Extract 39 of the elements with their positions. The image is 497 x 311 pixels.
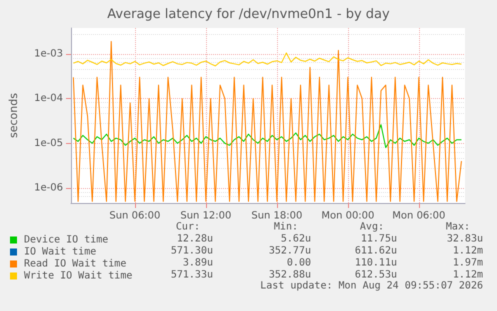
x-tick-label: Sun 18:00 — [251, 210, 302, 222]
line-series — [72, 52, 462, 66]
text: Avg: — [360, 222, 384, 232]
x-tick-label: Sun 06:00 — [109, 210, 160, 222]
text: Max: — [446, 222, 470, 232]
text: 1.12m — [452, 270, 483, 280]
x-tick-label: Mon 06:00 — [392, 210, 446, 222]
legend-label: Read IO Wait time — [24, 258, 126, 270]
text: 3.89u — [182, 258, 213, 268]
x-tick-label: Mon 00:00 — [321, 210, 374, 222]
x-tick-label: Sun 12:00 — [180, 210, 232, 222]
text: 571.30u — [170, 246, 213, 256]
text: 1.97m — [452, 258, 483, 268]
text: Last update: Mon Aug 24 09:55:07 2026 — [260, 280, 483, 292]
y-tick-label: 1e-03 — [34, 48, 63, 60]
text: 110.11u — [354, 258, 397, 268]
line-series — [72, 124, 462, 148]
text: 352.88u — [268, 270, 311, 280]
legend-label: Device IO time — [24, 234, 108, 246]
text: 571.33u — [170, 270, 213, 280]
text: 352.77u — [268, 246, 311, 256]
text: 5.62u — [280, 234, 311, 244]
text: Min: — [274, 222, 298, 232]
legend-label: IO Wait time — [24, 246, 96, 258]
text: Cur: — [176, 222, 200, 232]
line-series — [72, 40, 462, 202]
y-tick-label: 1e-04 — [34, 93, 63, 104]
legend-label: Write IO Wait time — [24, 270, 132, 282]
y-tick-label: 1e-06 — [34, 182, 63, 194]
text: 12.28u — [176, 234, 213, 244]
y-axis-title: seconds — [7, 92, 20, 138]
text: 612.53u — [354, 270, 397, 280]
chart-title: Average latency for /dev/nvme0n1 - by day — [107, 7, 390, 22]
text: 32.83u — [446, 234, 483, 244]
text: 11.75u — [360, 234, 397, 244]
text: 0.00 — [286, 258, 311, 268]
text: 611.62u — [354, 246, 397, 256]
y-tick-label: 1e-05 — [34, 138, 63, 149]
text: 1.12m — [452, 246, 483, 256]
